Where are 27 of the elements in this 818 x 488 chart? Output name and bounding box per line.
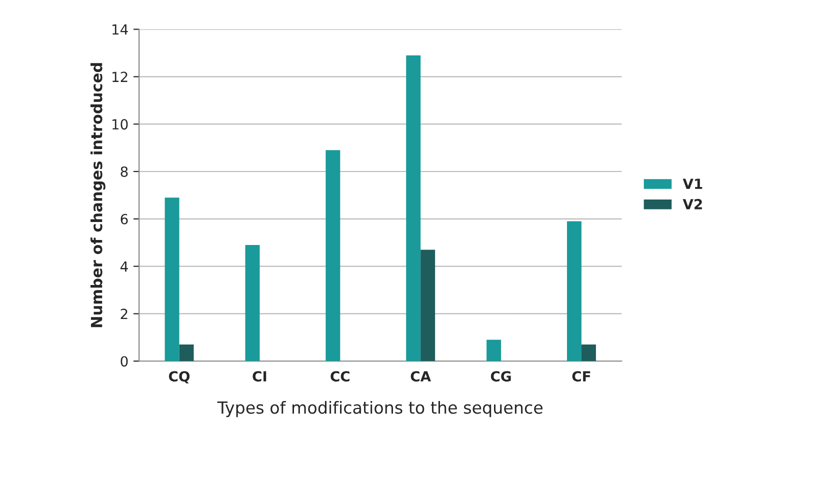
x-tick-label: CI xyxy=(252,371,266,382)
y-tick-label: 12 xyxy=(112,72,128,82)
y-tick-label: 10 xyxy=(112,119,128,130)
bar xyxy=(581,344,596,362)
y-tick-label: 2 xyxy=(120,308,128,319)
bar xyxy=(164,198,180,362)
x-tick-label: CF xyxy=(572,371,590,382)
x-tick-label: CG xyxy=(490,371,511,382)
bar xyxy=(420,250,436,362)
bar xyxy=(245,244,260,362)
y-tick-label: 4 xyxy=(120,261,128,272)
x-axis-title: Types of modifications to the sequence xyxy=(217,400,542,418)
bar xyxy=(179,344,194,362)
y-tick-label: 8 xyxy=(120,166,128,177)
y-axis-title: Number of changes introduced xyxy=(90,63,106,328)
y-tick-label: 6 xyxy=(120,214,128,224)
legend-label: V1 xyxy=(682,178,702,189)
x-tick-label: CQ xyxy=(168,371,190,384)
bar xyxy=(406,55,421,362)
bar xyxy=(566,221,582,362)
y-tick-label: 14 xyxy=(112,24,128,35)
bar xyxy=(486,340,502,362)
x-tick-label: CC xyxy=(330,371,350,382)
x-tick-label: CA xyxy=(410,371,431,382)
bar xyxy=(326,150,340,362)
legend-label: V2 xyxy=(682,198,702,210)
y-tick-label: 0 xyxy=(120,356,128,367)
